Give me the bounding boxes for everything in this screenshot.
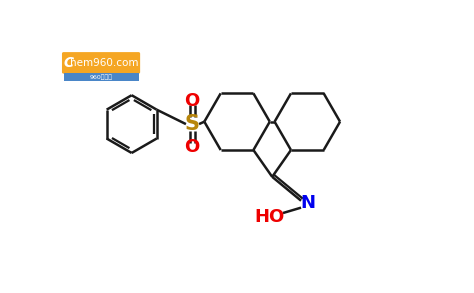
- FancyBboxPatch shape: [64, 73, 138, 81]
- Text: hem960.com: hem960.com: [70, 57, 138, 67]
- Text: N: N: [301, 194, 316, 212]
- FancyBboxPatch shape: [62, 52, 140, 74]
- Text: 960化工网: 960化工网: [90, 74, 112, 79]
- Text: O: O: [184, 92, 200, 110]
- Text: HO: HO: [255, 208, 284, 226]
- Text: C: C: [64, 55, 74, 69]
- Text: S: S: [184, 114, 200, 134]
- Text: O: O: [184, 138, 200, 156]
